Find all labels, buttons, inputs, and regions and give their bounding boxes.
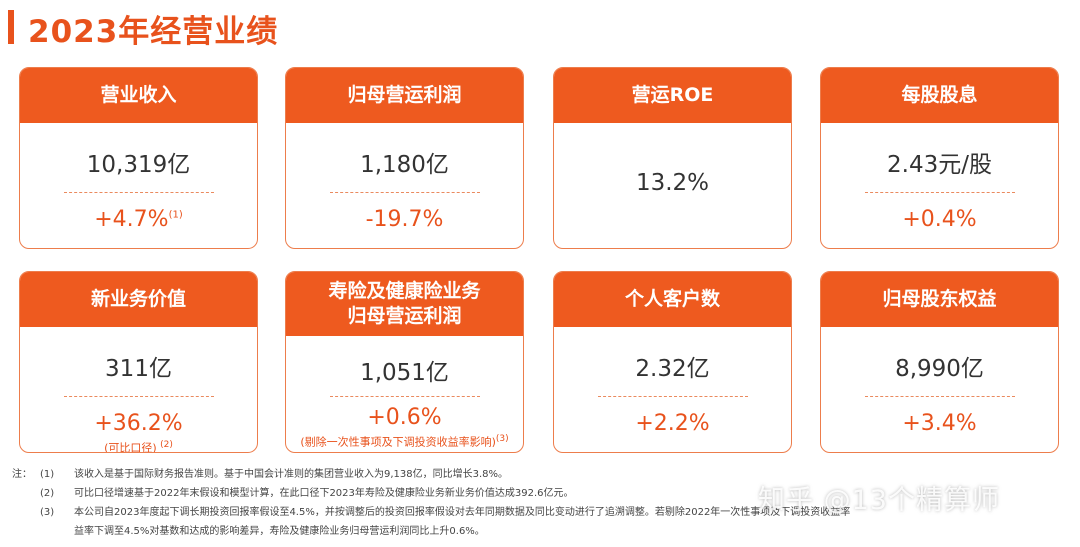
card-revenue: 营业收入 10,319亿 +4.7%(1) <box>19 67 258 249</box>
card-header: 营业收入 <box>20 68 257 123</box>
card-operating-profit: 归母营运利润 1,180亿 -19.7% <box>285 67 524 249</box>
card-value: 1,051亿 <box>360 360 449 386</box>
dashed-divider <box>864 192 1015 193</box>
footnote-2: (2) 可比口径增速基于2022年末假设和模型计算，在此口径下2023年寿险及健康… <box>40 488 574 499</box>
card-value: 311亿 <box>105 356 172 382</box>
watermark: 知乎 @13个精算师 <box>758 485 1000 516</box>
card-value: 10,319亿 <box>86 152 191 178</box>
card-dividend: 每股股息 2.43元/股 +0.4% <box>820 67 1059 249</box>
dashed-divider <box>329 192 480 193</box>
card-header: 个人客户数 <box>554 272 791 327</box>
card-change: +0.4% <box>902 207 977 232</box>
footnote-1: 注： (1) 该收入是基于国际财务报告准则。基于中国会计准则的集团营业收入为9,13… <box>12 469 509 480</box>
card-footnote: (可比口径) (2) <box>104 440 173 453</box>
card-individual-customers: 个人客户数 2.32亿 +2.2% <box>553 271 792 453</box>
footnote-3: (3) 本公司自2023年度起下调长期投资回报率假设至4.5%，并按调整后的投资回… <box>40 507 851 518</box>
card-header: 归母股东权益 <box>821 272 1058 327</box>
card-value: 13.2% <box>635 170 710 196</box>
card-change: +36.2% <box>94 411 183 436</box>
card-life-health-profit: 寿险及健康险业务 归母营运利润 1,051亿 +0.6% (剔除一次性事项及下调投… <box>285 271 524 453</box>
card-value: 1,180亿 <box>360 152 449 178</box>
card-change: +3.4% <box>902 411 977 436</box>
card-header: 营运ROE <box>554 68 791 123</box>
card-change: +0.6% <box>367 405 442 430</box>
card-header: 寿险及健康险业务 归母营运利润 <box>286 272 523 336</box>
dashed-divider <box>597 396 748 397</box>
dashed-divider <box>63 192 214 193</box>
dashed-divider <box>864 396 1015 397</box>
card-change: -19.7% <box>365 207 444 232</box>
footnote-marker: (1) <box>168 209 183 221</box>
card-new-business-value: 新业务价值 311亿 +36.2% (可比口径) (2) <box>19 271 258 453</box>
footnote-3-continued: 益率下调至4.5%对基数和达成的影响差异，寿险及健康险业务归母营运利润同比上升0… <box>74 526 485 537</box>
card-change: +4.7%(1) <box>94 207 183 232</box>
card-operating-roe: 营运ROE 13.2% <box>553 67 792 249</box>
card-header: 新业务价值 <box>20 272 257 327</box>
title-accent-bar <box>8 10 14 44</box>
dashed-divider <box>63 396 214 397</box>
footnotes: 注： (1) 该收入是基于国际财务报告准则。基于中国会计准则的集团营业收入为9,13… <box>12 465 850 541</box>
card-header: 归母营运利润 <box>286 68 523 123</box>
card-value: 8,990亿 <box>895 356 984 382</box>
dashed-divider <box>329 396 480 397</box>
card-value: 2.32亿 <box>635 356 710 382</box>
page-title: 2023年经营业绩 <box>28 14 279 50</box>
card-footnote: (剔除一次性事项及下调投资收益率影响)(3) <box>300 434 509 449</box>
card-shareholder-equity: 归母股东权益 8,990亿 +3.4% <box>820 271 1059 453</box>
card-header: 每股股息 <box>821 68 1058 123</box>
card-value: 2.43元/股 <box>887 152 992 178</box>
card-change: +2.2% <box>635 411 710 436</box>
